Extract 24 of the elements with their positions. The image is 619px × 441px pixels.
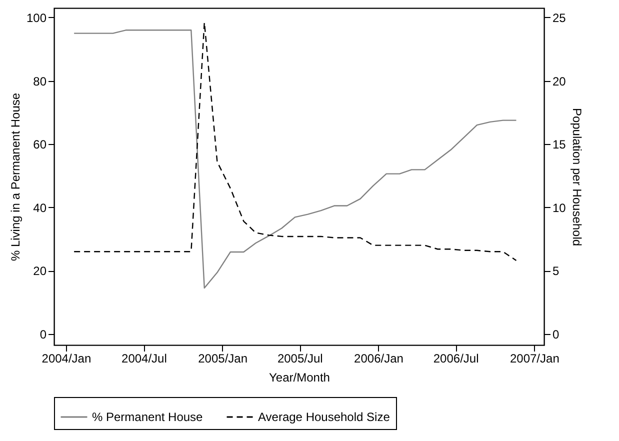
y-tick-label: 20: [33, 264, 47, 278]
x-tick-label: 2006/Jan: [354, 352, 404, 366]
y2-tick-label: 5: [552, 264, 560, 278]
x-tick-label: 2004/Jul: [122, 352, 167, 366]
y-tick-label: 60: [33, 138, 47, 152]
y2-tick-label: 10: [552, 200, 566, 215]
x-tick-label: 2005/Jul: [277, 352, 323, 366]
x-tick-label: 2007/Jan: [510, 352, 560, 366]
y-tick-label: 80: [33, 74, 47, 88]
y2-tick-label: 25: [552, 10, 566, 25]
y-tick-label: 100: [26, 10, 47, 25]
legend-label: Average Household Size: [258, 410, 390, 424]
x-tick-label: 2005/Jan: [198, 352, 248, 366]
y2-tick-label: 0: [552, 327, 560, 342]
y-axis-title: % Living in a Permanent House: [8, 92, 22, 262]
x-tick-label: 2004/Jan: [42, 352, 92, 366]
y-tick-label: 40: [33, 200, 47, 215]
y2-tick-label: 15: [552, 138, 566, 152]
legend-label: % Permanent House: [92, 410, 204, 424]
y2-axis-title: Population per Household: [570, 108, 584, 246]
y-tick-label: 0: [40, 327, 47, 342]
y2-tick-label: 20: [552, 74, 566, 88]
x-axis-title: Year/Month: [269, 370, 330, 384]
x-tick-label: 2006/Jul: [433, 352, 479, 366]
